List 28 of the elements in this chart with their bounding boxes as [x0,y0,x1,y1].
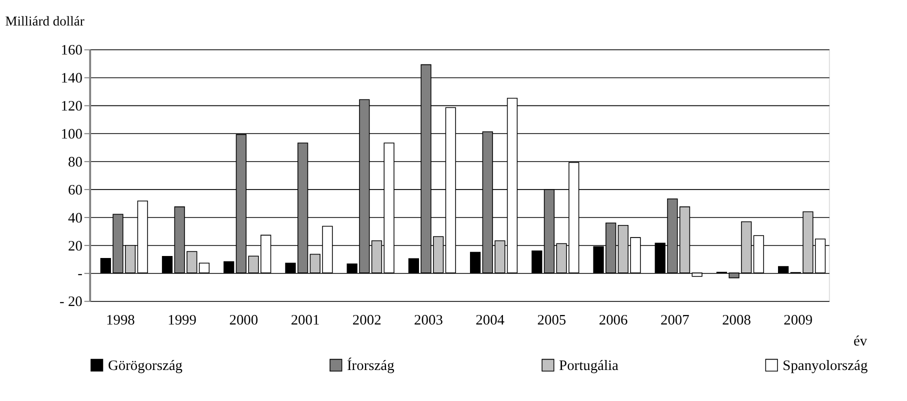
y-tick-label: 60 [68,182,82,198]
legend-label: Spanyolország [782,358,868,374]
x-tick-label: 1998 [106,312,135,328]
y-tick-label: 40 [68,210,82,226]
y-tick-label: 20 [68,238,82,254]
y-tick-label: 120 [60,98,82,115]
x-tick-label: 2004 [476,312,505,328]
y-tick-label: 160 [60,42,82,59]
x-tick-label: 2007 [660,312,690,328]
legend-label: Görögország [108,358,183,374]
x-tick-label: 2001 [290,312,320,328]
x-tick-label: 2005 [537,312,566,328]
x-axis-title: év [853,334,868,350]
y-tick-label: - [78,266,83,282]
x-tick-label: 1999 [168,312,196,328]
x-tick-label: 2008 [722,312,751,328]
x-tick-label: 2006 [598,312,628,328]
y-tick-label: - 20 [60,294,82,310]
y-tick-label: 140 [60,70,82,87]
x-tick-label: 2002 [352,312,382,328]
legend-label: Írország [346,357,394,374]
x-tick-label: 2009 [784,312,813,328]
y-axis-title: Milliárd dollár [5,14,85,29]
y-tick-label: 100 [60,126,82,142]
legend-label: Portugália [559,358,619,374]
x-tick-label: 2000 [229,312,258,328]
y-tick-label: 80 [68,154,82,170]
x-tick-label: 2003 [414,312,443,328]
